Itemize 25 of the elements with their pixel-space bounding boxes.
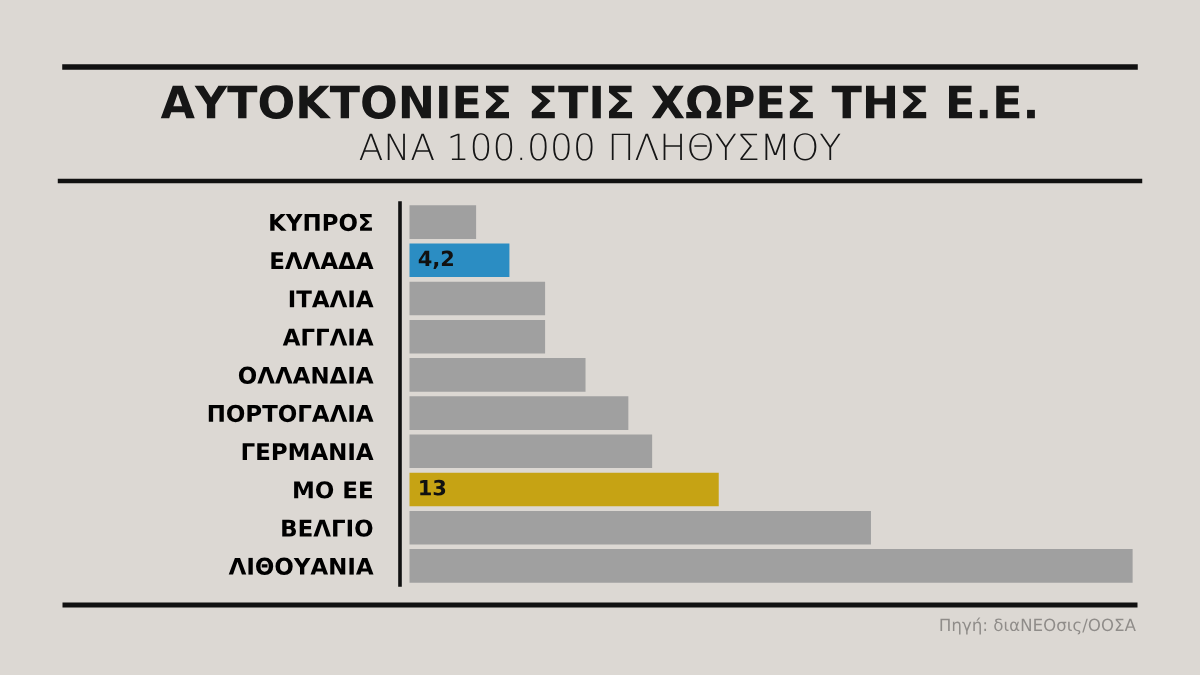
data-label: 13 <box>420 479 446 496</box>
bar <box>409 549 1133 583</box>
y-tick-label: ΛΙΘΟΥΑΝΙΑ <box>228 557 374 575</box>
y-tick-label: ΕΛΛΑΔΑ <box>271 252 374 270</box>
y-tick-label: ΙΤΑΛΙΑ <box>289 290 374 308</box>
chart-subtitle: ΑΝΑ 100.000 ΠΛΗΘΥΣΜΟΥ <box>359 133 841 161</box>
bar <box>409 510 871 545</box>
chart-title: ΑΥΤΟΚΤΟΝΙΕΣ ΣΤΙΣ ΧΩΡΕΣ ΤΗΣ Ε.Ε. <box>160 85 1035 119</box>
bar <box>409 434 653 469</box>
bar <box>409 319 546 354</box>
bar <box>409 205 477 239</box>
bar <box>409 358 586 392</box>
text: Πηγή: διαΝΕΟσις/ΟΟΣΑ <box>940 617 1136 635</box>
y-tick-label: ΒΕΛΓΙΟ <box>282 519 373 537</box>
y-tick-label: ΑΓΓΛΙΑ <box>282 328 374 346</box>
y-tick-label: ΓΕΡΜΑΝΙΑ <box>242 443 374 461</box>
bar <box>409 396 629 430</box>
data-label: 4,2 <box>418 250 453 270</box>
y-tick-label: ΟΛΛΑΝΔΙΑ <box>238 366 374 384</box>
bar <box>409 243 510 278</box>
y-tick-label: ΠΟΡΤΟΓΑΛΙΑ <box>208 404 374 423</box>
y-tick-label: ΜΟ ΕΕ <box>294 481 372 499</box>
bar <box>409 281 546 316</box>
bar <box>409 472 719 507</box>
y-tick-label: ΚΥΠΡΟΣ <box>270 213 372 232</box>
